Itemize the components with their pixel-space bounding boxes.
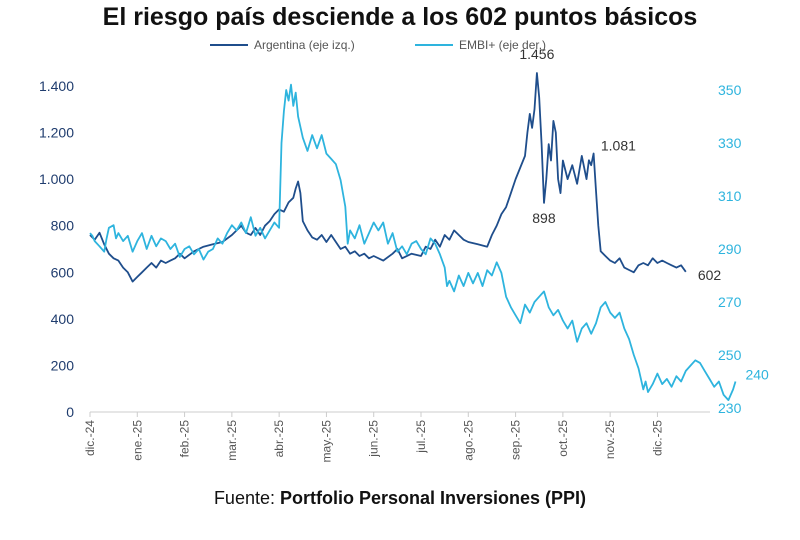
x-tick-label: ago.-25 — [461, 420, 475, 461]
y-left-tick-label: 1.000 — [39, 171, 74, 187]
y-left-tick-label: 1.200 — [39, 125, 74, 141]
series-line-argentina — [89, 72, 687, 283]
y-left-tick-label: 0 — [66, 404, 74, 420]
annotation-label: 602 — [698, 267, 722, 283]
series-group — [89, 72, 737, 401]
x-tick-label: dic.-24 — [83, 420, 97, 456]
annotations: 1.456 898 1.081 602 240 — [519, 46, 769, 383]
source-prefix: Fuente: — [213, 488, 280, 508]
x-tick-label: mar.-25 — [225, 420, 239, 461]
annotation-label: 1.456 — [519, 46, 554, 62]
y-right-tick-label: 310 — [718, 188, 742, 204]
x-tick-label: sep.-25 — [509, 420, 523, 460]
y-left-tick-label: 600 — [51, 264, 75, 280]
annotation-label: 1.081 — [601, 137, 636, 153]
legend-label-1: EMBI+ (eje der.) — [459, 38, 546, 52]
legend-label-0: Argentina (eje izq.) — [254, 38, 355, 52]
axes: 0 200 400 600 800 1.000 1.200 1.400 230 250 270 290… — [39, 78, 742, 462]
y-right-tick-label: 350 — [718, 82, 742, 98]
x-tick-label: feb.-25 — [178, 420, 192, 458]
x-tick-label: may.-25 — [319, 420, 333, 463]
x-tick-label: abr.-25 — [272, 420, 286, 458]
x-tick-label: dic.-25 — [650, 420, 664, 456]
y-left-tick-label: 400 — [51, 311, 75, 327]
source-note: Fuente: Portfolio Personal Inversiones (… — [0, 488, 800, 509]
y-left-tick-label: 1.400 — [39, 78, 74, 94]
y-left-tick-label: 200 — [51, 357, 75, 373]
y-right-tick-label: 250 — [718, 347, 742, 363]
y-right-tick-label: 230 — [718, 400, 742, 416]
series-line-embi — [89, 83, 737, 401]
source-name: Portfolio Personal Inversiones (PPI) — [279, 488, 587, 508]
annotation-label: 898 — [532, 210, 556, 226]
x-tick-label: nov.-25 — [603, 420, 617, 459]
x-tick-label: jul.-25 — [414, 420, 428, 454]
y-right-tick-label: 270 — [718, 294, 742, 310]
annotation-label: 240 — [745, 367, 769, 383]
chart-title: El riesgo país desciende a los 602 punto… — [102, 3, 698, 31]
x-tick-label: oct.-25 — [556, 420, 570, 457]
y-right-tick-label: 290 — [718, 241, 742, 257]
x-tick-label: jun.-25 — [367, 420, 381, 458]
legend: Argentina (eje izq.) EMBI+ (eje der.) — [210, 38, 546, 52]
y-left-tick-label: 800 — [51, 218, 75, 234]
x-tick-label: ene.-25 — [130, 420, 144, 461]
y-right-tick-label: 330 — [718, 135, 742, 151]
